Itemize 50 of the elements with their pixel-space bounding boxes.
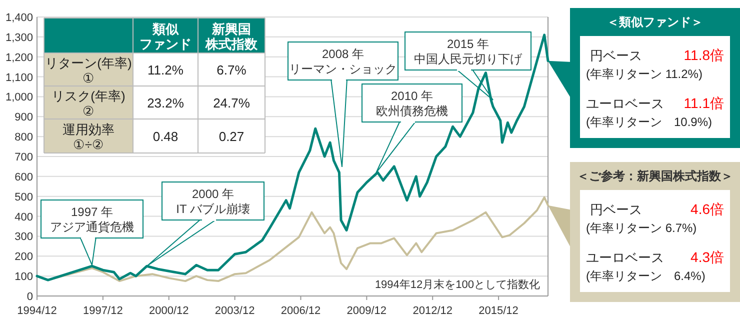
x-tick-label: 2012/12 bbox=[412, 305, 452, 317]
annotation: 類似 bbox=[152, 22, 180, 36]
annotation: 株式指数 bbox=[204, 36, 258, 52]
x-tick-label: 2000/12 bbox=[148, 305, 189, 317]
annotation: 0.27 bbox=[218, 129, 244, 144]
annotation: リスク(年率) bbox=[52, 88, 126, 104]
y-tick-label: 900 bbox=[14, 112, 33, 124]
y-tick-label: 1,100 bbox=[5, 72, 33, 84]
x-tick-label: 2015/12 bbox=[478, 305, 518, 317]
x-tick-label: 2009/12 bbox=[346, 305, 387, 317]
annotation: ① bbox=[82, 70, 94, 86]
y-tick-label: 600 bbox=[14, 171, 33, 184]
annotation: 1997 年 bbox=[70, 205, 114, 219]
y-tick-label: 0 bbox=[26, 291, 33, 303]
y-tick-label: 700 bbox=[14, 152, 33, 164]
x-tick-label: 1994/12 bbox=[17, 305, 57, 317]
annotation: 24.7% bbox=[213, 96, 250, 110]
x-tick-label: 2003/12 bbox=[214, 305, 255, 317]
annotation: ファンド bbox=[140, 36, 192, 52]
y-tick-label: 800 bbox=[14, 132, 33, 144]
y-tick-label: 200 bbox=[14, 251, 33, 264]
annotation: 新興国 bbox=[211, 22, 251, 36]
annotation: アジア通貨危機 bbox=[50, 220, 134, 234]
annotation: 欧州債務危機 bbox=[376, 104, 448, 118]
annotation: 2008 年 bbox=[322, 47, 364, 61]
x-tick-label: 2006/12 bbox=[280, 305, 321, 317]
annotation: 中国人民元切り下げ bbox=[414, 52, 523, 66]
y-tick-label: 300 bbox=[14, 231, 33, 244]
annotation: 2010 年 bbox=[390, 89, 434, 103]
annotation: 6.7% bbox=[216, 62, 247, 78]
annotation: 2000 年 bbox=[192, 187, 234, 201]
annotation: 11.2% bbox=[148, 62, 184, 78]
annotation: 23.2% bbox=[147, 96, 184, 110]
y-tick-label: 100 bbox=[14, 271, 33, 284]
annotation: 運用効率 bbox=[62, 122, 114, 137]
x-tick-label: 1997/12 bbox=[83, 305, 123, 317]
annotation: ② bbox=[82, 104, 94, 118]
y-tick-label: 1,300 bbox=[5, 32, 33, 44]
annotation: 1994年12月末を100として指数化 bbox=[374, 278, 540, 291]
y-tick-label: 1,200 bbox=[5, 52, 33, 64]
y-tick-label: 1,400 bbox=[5, 12, 33, 24]
y-tick-label: 500 bbox=[14, 191, 33, 204]
annotation: 0.48 bbox=[152, 129, 178, 144]
y-tick-label: 1,000 bbox=[5, 92, 33, 104]
annotation: IT バブル崩壊 bbox=[176, 202, 250, 216]
annotation: ①÷② bbox=[72, 137, 104, 152]
annotation: リターン(年率) bbox=[45, 56, 132, 70]
annotation: リーマン・ショック bbox=[289, 62, 397, 76]
annotation: 2015 年 bbox=[446, 37, 490, 51]
y-tick-label: 400 bbox=[14, 211, 33, 224]
